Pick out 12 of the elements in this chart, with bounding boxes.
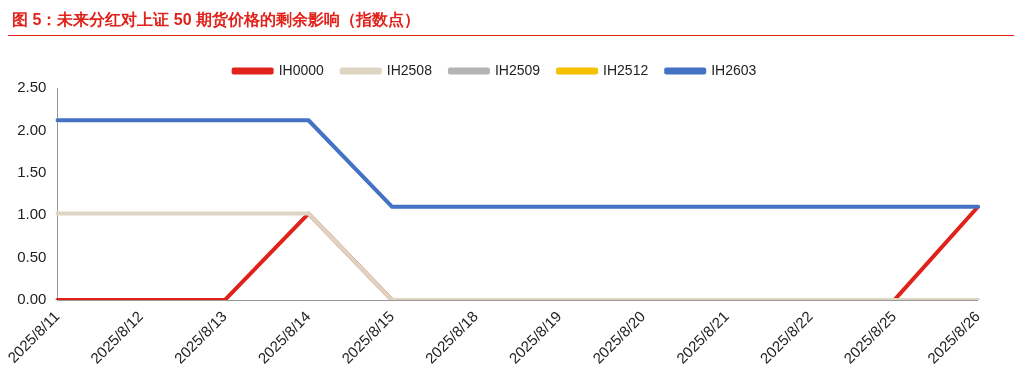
legend-label: IH2508 <box>386 61 433 78</box>
legend-label: IH2603 <box>711 61 757 78</box>
y-tick-label: 2.50 <box>17 78 47 96</box>
legend-label: IH2512 <box>603 61 649 78</box>
legend-label: IH0000 <box>278 61 324 78</box>
legend-label: IH2509 <box>494 61 541 78</box>
y-tick-label: 2.00 <box>17 120 47 138</box>
y-tick-label: 0.00 <box>17 290 47 308</box>
chart-title: 图 5：未来分红对上证 50 期货价格的剩余影响（指数点） <box>8 8 1014 36</box>
y-tick-label: 1.50 <box>17 162 47 180</box>
y-tick-label: 0.50 <box>17 247 47 265</box>
y-tick-label: 1.00 <box>17 205 47 223</box>
